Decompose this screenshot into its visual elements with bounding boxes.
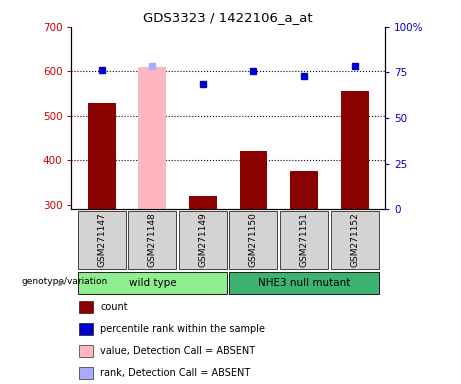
FancyBboxPatch shape (230, 210, 278, 270)
Text: count: count (100, 302, 128, 312)
FancyBboxPatch shape (230, 272, 378, 295)
Bar (79, 323, 93, 335)
Text: GSM271147: GSM271147 (97, 213, 106, 267)
FancyBboxPatch shape (280, 210, 328, 270)
Bar (79, 345, 93, 357)
Bar (290, 172, 318, 209)
Text: genotype/variation: genotype/variation (21, 278, 108, 286)
FancyBboxPatch shape (128, 210, 177, 270)
Text: rank, Detection Call = ABSENT: rank, Detection Call = ABSENT (100, 368, 251, 378)
Bar (341, 91, 368, 209)
Text: value, Detection Call = ABSENT: value, Detection Call = ABSENT (100, 346, 255, 356)
Text: GSM271149: GSM271149 (198, 213, 207, 267)
Text: NHE3 null mutant: NHE3 null mutant (258, 278, 350, 288)
Text: wild type: wild type (129, 278, 176, 288)
Bar (88, 103, 116, 209)
Text: GSM271151: GSM271151 (300, 213, 308, 267)
Text: GSM271148: GSM271148 (148, 213, 157, 267)
FancyBboxPatch shape (78, 272, 227, 295)
Bar (79, 367, 93, 379)
FancyBboxPatch shape (78, 210, 126, 270)
Bar (79, 301, 93, 313)
Text: GSM271152: GSM271152 (350, 213, 359, 267)
Bar (189, 196, 217, 209)
Bar (240, 151, 267, 209)
FancyBboxPatch shape (331, 210, 378, 270)
Text: percentile rank within the sample: percentile rank within the sample (100, 324, 266, 334)
Bar (138, 67, 166, 209)
Title: GDS3323 / 1422106_a_at: GDS3323 / 1422106_a_at (143, 11, 313, 24)
FancyBboxPatch shape (179, 210, 227, 270)
Text: GSM271150: GSM271150 (249, 213, 258, 267)
